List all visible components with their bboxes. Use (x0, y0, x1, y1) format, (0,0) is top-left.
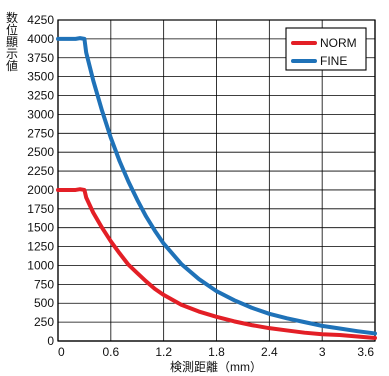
y-axis-title-char: 位 (6, 22, 18, 37)
x-tick-label: 0 (58, 345, 65, 359)
y-tick-label: 3250 (27, 89, 54, 103)
y-tick-label: 2000 (27, 183, 54, 197)
y-tick-label: 3500 (27, 70, 54, 84)
y-tick-label: 3750 (27, 51, 54, 65)
y-tick-label: 0 (47, 334, 54, 348)
legend-label-norm: NORM (320, 36, 357, 50)
ticks-layer: 0 250 500 750 1000 1250 1500 1750 2000 2250 2500 27… (27, 13, 374, 359)
y-tick-label: 2500 (27, 145, 54, 159)
y-tick-label: 1750 (27, 202, 54, 216)
y-axis-title-char: 示 (6, 47, 18, 61)
series-layer (56, 36, 377, 340)
y-tick-label: 1500 (27, 221, 54, 235)
series-line-fine (56, 36, 377, 336)
x-tick-label: 0.6 (102, 345, 119, 359)
y-axis-title-char: 顯 (6, 35, 18, 49)
y-tick-label: 500 (34, 296, 54, 310)
y-tick-label: 2750 (27, 126, 54, 140)
y-tick-label: 4250 (27, 13, 54, 27)
y-tick-label: 1000 (27, 258, 54, 272)
x-tick-label: 2.4 (261, 345, 278, 359)
legend-label-fine: FINE (320, 54, 347, 68)
y-axis-title-char: 数 (6, 10, 18, 25)
y-axis-title-char: 値 (6, 58, 18, 73)
x-tick-label: 3 (319, 345, 326, 359)
y-tick-label: 2250 (27, 164, 54, 178)
x-axis-title: 検測距離（mm） (170, 360, 262, 374)
y-tick-label: 4000 (27, 32, 54, 46)
x-tick-label: 3.6 (357, 345, 374, 359)
y-tick-label: 3000 (27, 107, 54, 121)
x-tick-label: 1.8 (208, 345, 225, 359)
y-tick-label: 1250 (27, 240, 54, 254)
series-line-norm (56, 187, 377, 340)
grid-layer (57, 19, 376, 342)
y-tick-label: 250 (34, 315, 54, 329)
x-tick-label: 1.2 (155, 345, 172, 359)
y-tick-label: 750 (34, 277, 54, 291)
legend: NORM FINE (285, 27, 367, 71)
